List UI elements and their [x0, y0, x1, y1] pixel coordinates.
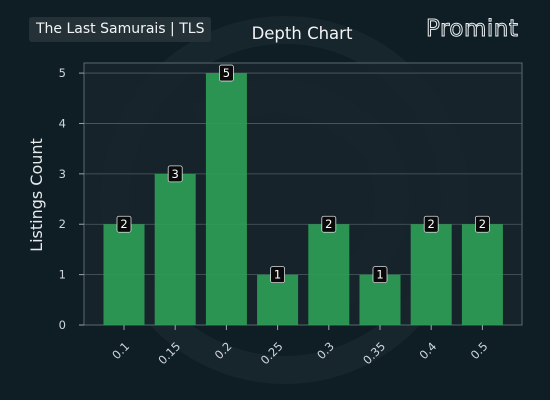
y-tick-label-5: 5 — [59, 66, 66, 80]
bar-0.5 — [461, 224, 503, 325]
y-tick-label-3: 3 — [59, 167, 66, 181]
data-label-0.25: 1 — [274, 268, 281, 282]
data-label-0.15: 3 — [172, 167, 179, 181]
chart-title: Depth Chart — [251, 24, 353, 43]
data-label-box-0.2 — [218, 64, 234, 82]
x-tick-label-0.1: 0.1 — [109, 339, 132, 362]
bar-0.4 — [410, 224, 452, 325]
bar-0.3 — [308, 224, 350, 325]
brand-logo: Promint — [425, 16, 519, 43]
y-tick-label-1: 1 — [59, 268, 66, 282]
x-tick-label-0.5: 0.5 — [468, 339, 491, 362]
data-label-0.3: 2 — [325, 217, 332, 231]
bar-0.1 — [103, 224, 145, 325]
bar-0.15 — [154, 173, 196, 325]
data-label-0.5: 2 — [479, 217, 486, 231]
y-tick-label-2: 2 — [59, 217, 66, 231]
data-label-box-0.25 — [270, 266, 286, 284]
bars — [103, 73, 503, 325]
data-label-box-0.1 — [116, 215, 132, 233]
data-label-0.2: 5 — [223, 66, 230, 80]
data-label-box-0.15 — [167, 165, 183, 183]
x-tick-label-0.4: 0.4 — [416, 339, 439, 362]
plot-area — [83, 62, 523, 326]
data-label-box-0.3 — [321, 215, 337, 233]
data-labels: 2 3 5 1 2 1 2 2 — [116, 64, 490, 284]
bar-0.2 — [205, 73, 247, 325]
y-axis-label: Listings Count — [27, 138, 46, 252]
data-label-box-0.5 — [474, 215, 490, 233]
data-label-0.35: 1 — [376, 268, 383, 282]
y-axis-ticks: 0 1 2 3 4 5 — [59, 66, 84, 332]
collection-badge: The Last Samurais | TLS — [29, 17, 212, 42]
data-label-0.1: 2 — [120, 217, 127, 231]
data-label-box-0.35 — [372, 266, 388, 284]
data-label-0.4: 2 — [428, 217, 435, 231]
data-label-box-0.4 — [423, 215, 439, 233]
y-tick-label-4: 4 — [59, 116, 66, 130]
y-tick-label-0: 0 — [59, 318, 66, 332]
